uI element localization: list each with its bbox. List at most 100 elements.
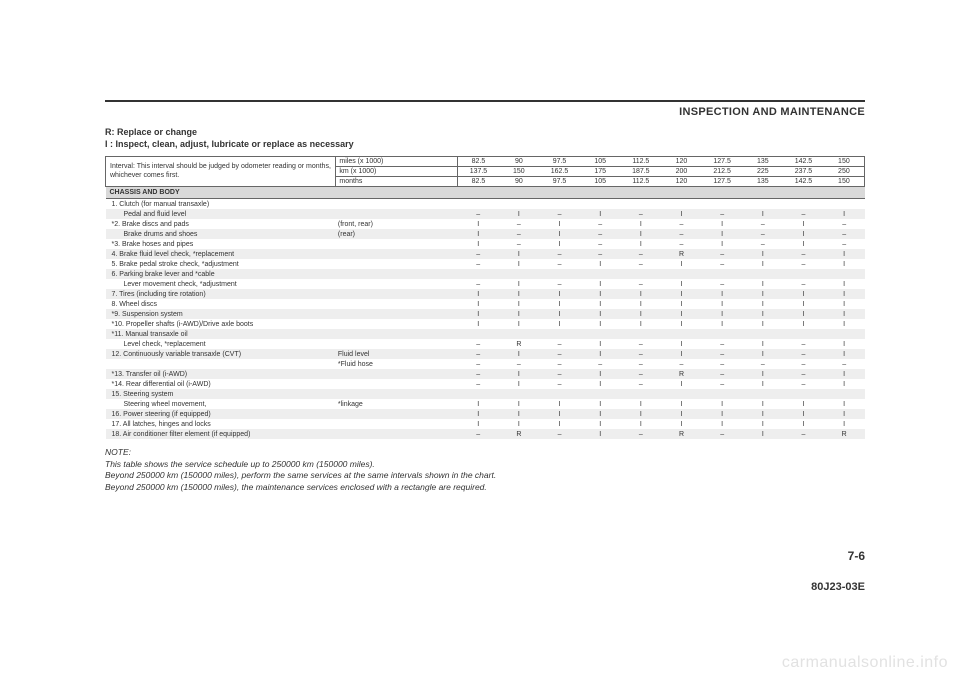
header-value: 137.5 (458, 167, 499, 177)
header-value: 97.5 (539, 177, 580, 187)
header-value: 82.5 (458, 177, 499, 187)
row-value: – (824, 219, 865, 229)
row-value: I (742, 299, 783, 309)
row-value (824, 389, 865, 399)
row-value: I (783, 399, 824, 409)
row-value: I (621, 229, 662, 239)
row-value: I (661, 399, 702, 409)
row-value: I (702, 289, 743, 299)
row-value: – (621, 429, 662, 439)
row-value (621, 389, 662, 399)
row-value (458, 389, 499, 399)
row-value: – (702, 249, 743, 259)
row-value: I (621, 399, 662, 409)
row-value: – (661, 239, 702, 249)
row-note (336, 429, 458, 439)
row-note (336, 339, 458, 349)
header-value: 90 (499, 177, 540, 187)
row-value (742, 269, 783, 279)
row-value: I (661, 279, 702, 289)
legend-block: R: Replace or change I : Inspect, clean,… (105, 126, 865, 150)
row-note (336, 309, 458, 319)
header-value: 142.5 (783, 157, 824, 167)
note-block: NOTE: This table shows the service sched… (105, 447, 865, 493)
row-value: I (661, 259, 702, 269)
row-value: I (621, 289, 662, 299)
row-value: I (783, 289, 824, 299)
row-value: I (824, 279, 865, 289)
row-label: 12. Continuously variable transaxle (CVT… (106, 349, 336, 359)
row-note (336, 259, 458, 269)
row-value: – (499, 229, 540, 239)
row-value: I (661, 309, 702, 319)
row-value: – (458, 259, 499, 269)
legend-r: R: Replace or change (105, 126, 865, 138)
row-value: I (539, 399, 580, 409)
header-value: 175 (580, 167, 621, 177)
header-value: 120 (661, 157, 702, 167)
row-value: I (702, 239, 743, 249)
header-value: 237.5 (783, 167, 824, 177)
row-value: – (783, 249, 824, 259)
row-value (702, 199, 743, 210)
row-note: Fluid level (336, 349, 458, 359)
row-value: I (580, 299, 621, 309)
header-value: 212.5 (702, 167, 743, 177)
row-value: I (742, 369, 783, 379)
row-value: I (499, 319, 540, 329)
row-value: I (580, 349, 621, 359)
row-note (336, 329, 458, 339)
row-value (580, 199, 621, 210)
header-value: 127.5 (702, 157, 743, 167)
row-value: I (824, 379, 865, 389)
row-value: I (661, 339, 702, 349)
row-value: I (580, 379, 621, 389)
row-value: I (458, 299, 499, 309)
note-line: Beyond 250000 km (150000 miles), the mai… (105, 482, 865, 493)
row-value (661, 389, 702, 399)
row-value: I (742, 309, 783, 319)
row-value: – (621, 249, 662, 259)
row-value: I (621, 319, 662, 329)
row-value: – (580, 239, 621, 249)
row-value: I (824, 289, 865, 299)
unit-label: months (336, 177, 458, 187)
row-value (742, 329, 783, 339)
row-note (336, 319, 458, 329)
row-value (580, 269, 621, 279)
row-value: I (661, 409, 702, 419)
row-value: I (539, 219, 580, 229)
row-label: Lever movement check, *adjustment (106, 279, 336, 289)
row-label: *11. Manual transaxle oil (106, 329, 336, 339)
row-value: – (458, 279, 499, 289)
row-label (106, 359, 336, 369)
row-value: I (742, 419, 783, 429)
row-value: I (621, 219, 662, 229)
page-content: INSPECTION AND MAINTENANCE R: Replace or… (105, 100, 865, 493)
row-value: I (499, 349, 540, 359)
row-value: I (783, 229, 824, 239)
row-value: I (702, 319, 743, 329)
row-label: *9. Suspension system (106, 309, 336, 319)
row-value: – (824, 229, 865, 239)
row-value: – (783, 339, 824, 349)
row-value: – (539, 429, 580, 439)
header-value: 105 (580, 177, 621, 187)
row-label: 16. Power steering (if equipped) (106, 409, 336, 419)
row-label: 15. Steering system (106, 389, 336, 399)
row-value: – (539, 359, 580, 369)
row-value: I (580, 369, 621, 379)
header-value: 120 (661, 177, 702, 187)
row-value: R (499, 429, 540, 439)
row-value: I (580, 409, 621, 419)
row-value (499, 389, 540, 399)
row-value: I (702, 399, 743, 409)
row-value: I (621, 409, 662, 419)
header-value: 127.5 (702, 177, 743, 187)
top-rule (105, 100, 865, 102)
row-value: I (621, 299, 662, 309)
row-label: Level check, *replacement (106, 339, 336, 349)
row-label: *10. Propeller shafts (i-AWD)/Drive axle… (106, 319, 336, 329)
header-value: 187.5 (621, 167, 662, 177)
row-value: I (742, 379, 783, 389)
